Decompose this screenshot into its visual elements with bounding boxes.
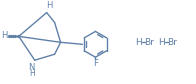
Text: F: F — [93, 59, 98, 68]
Text: Br: Br — [167, 38, 177, 47]
Text: H: H — [46, 1, 53, 10]
Text: H: H — [135, 38, 142, 47]
Text: H: H — [1, 31, 7, 40]
Text: H: H — [29, 69, 35, 78]
Text: Br: Br — [144, 38, 154, 47]
Text: H: H — [158, 38, 164, 47]
Text: N: N — [29, 63, 35, 72]
